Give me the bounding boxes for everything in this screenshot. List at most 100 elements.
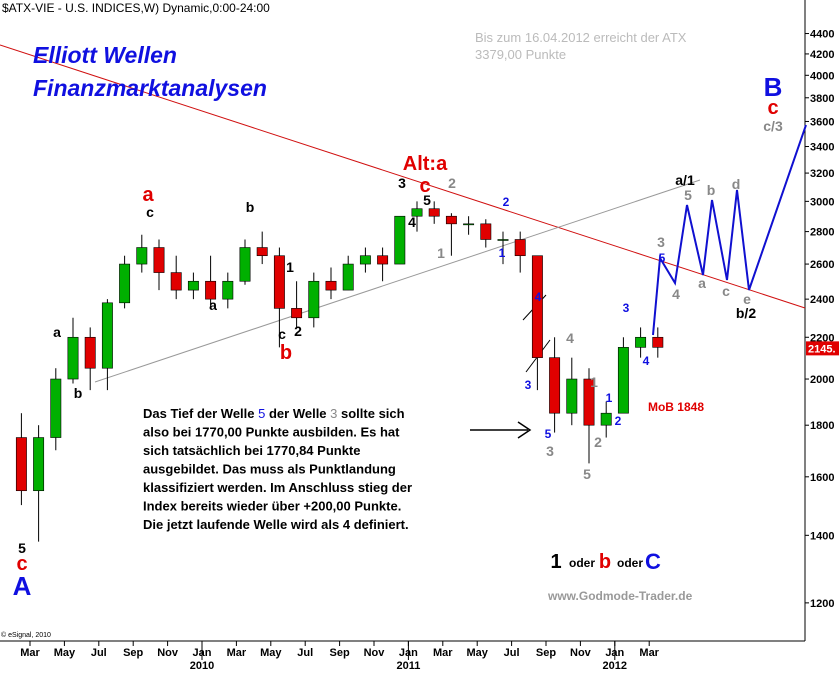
candle-body [342,263,354,291]
candle-body [256,247,268,257]
scenario-label: C [645,549,661,574]
wave-label: 4 [566,330,574,346]
commentary-line: Die jetzt laufende Welle wird als 4 defi… [143,517,409,532]
subtitle: Elliott Wellen [33,42,177,68]
candle-body [170,272,182,291]
wave-label: 1 [437,245,445,261]
candle-body [15,437,27,492]
last-price-label: 2145. [808,343,836,355]
wave-label: 1 [499,246,506,260]
y-tick-label: 1800 [810,420,834,432]
commentary-segment: klassifiziert werden. Im Anschluss stieg… [143,480,412,495]
candle-body [273,255,285,309]
wave-label: a [53,324,61,340]
wave-label: Alt:a [403,153,448,175]
wave-label: 1 [606,391,613,405]
wave-label: a [142,184,154,206]
y-tick-label: 4000 [810,70,834,82]
x-tick-label: Jul [504,647,520,659]
commentary-line: Index bereits wieder über +200,00 Punkte… [143,499,401,514]
candle-body [377,255,389,265]
commentary-segment: Index bereits wieder über +200,00 Punkte… [143,499,401,514]
target-note: 3379,00 Punkte [475,47,566,62]
wave-label: c [16,553,27,575]
candle-body [153,247,165,273]
wave-label: a [698,275,706,291]
scenario-label: b [599,551,611,573]
wave-label: c/3 [763,118,783,134]
commentary-line: klassifiziert werden. Im Anschluss stieg… [143,480,412,495]
wave-label: A [13,571,32,601]
wave-label: c [278,326,286,342]
candle-body [101,302,113,369]
candle-body [187,280,199,291]
year-label: 2010 [190,660,214,672]
commentary-segment: sich tatsächlich bei 1770,84 Punkte [143,443,361,458]
commentary-segment: Die jetzt laufende Welle wird als 4 defi… [143,517,409,532]
wave-label: MoB 1848 [648,400,704,414]
wave-label: b [280,342,292,364]
candle-body [566,378,578,414]
wave-label: 5 [583,466,591,482]
wave-label: 4 [535,290,542,304]
candle-body [239,247,251,282]
wave-label: 4 [643,354,650,368]
wave-label: 3 [525,378,532,392]
resistance-trendline [0,44,806,309]
candle-body [600,412,612,426]
x-tick-label: May [54,647,76,659]
copyright: © eSignal, 2010 [1,631,51,639]
x-tick-label: Mar [639,647,659,659]
y-tick-label: 2200 [810,332,834,344]
x-tick-label: Jul [91,647,107,659]
x-tick-label: Sep [123,647,143,659]
wave-label: 3 [398,175,406,191]
candle-body [359,255,371,265]
commentary-segment: 5 [258,406,265,421]
candle-body [583,378,595,426]
x-tick-label: May [466,647,488,659]
y-tick-label: 3800 [810,93,834,105]
chart-title: $ATX-VIE - U.S. INDICES,W) Dynamic,0:00-… [2,1,270,15]
scenario-label: 1 [550,551,561,573]
commentary-segment: ausgebildet. Das muss als Punktlandung [143,462,396,477]
wave-label: 2 [503,195,510,209]
candle-body [136,247,148,265]
candle-body [325,280,337,291]
wave-label: c [722,283,730,299]
wave-label: 5 [423,192,431,208]
wave-label: b [707,182,716,198]
wave-label: 2 [448,175,456,191]
wave-label: b [246,199,255,215]
candle-body [514,239,526,257]
candle-body [428,208,440,217]
candle-body [549,357,561,414]
commentary-line: also bei 1770,00 Punkte ausbilden. Es ha… [143,425,400,440]
wave-label: 3 [657,234,665,250]
candle-body [463,223,475,226]
candle-body [308,280,320,319]
candle-body [445,215,457,225]
wave-label: 4 [672,286,680,302]
wave-label: a [209,297,217,313]
wave-label: 3 [546,443,554,459]
candle-body [531,255,543,358]
wave-label: d [732,176,741,192]
website: www.Godmode-Trader.de [547,589,693,603]
candle-body [33,437,45,492]
arrow-head [517,421,532,439]
x-tick-label: Jul [297,647,313,659]
subtitle: Finanzmarktanalysen [33,75,267,101]
commentary-segment: sollte sich [337,406,404,421]
wave-label: 2 [594,434,602,450]
y-tick-label: 2000 [810,374,834,386]
y-tick-label: 4200 [810,49,834,61]
candle-body [635,336,647,348]
plot-area [0,44,807,542]
commentary-line: ausgebildet. Das muss als Punktlandung [143,462,396,477]
y-tick-label: 2800 [810,227,834,239]
y-tick-label: 3400 [810,142,834,154]
candle-body [411,208,423,217]
x-tick-label: Sep [330,647,350,659]
